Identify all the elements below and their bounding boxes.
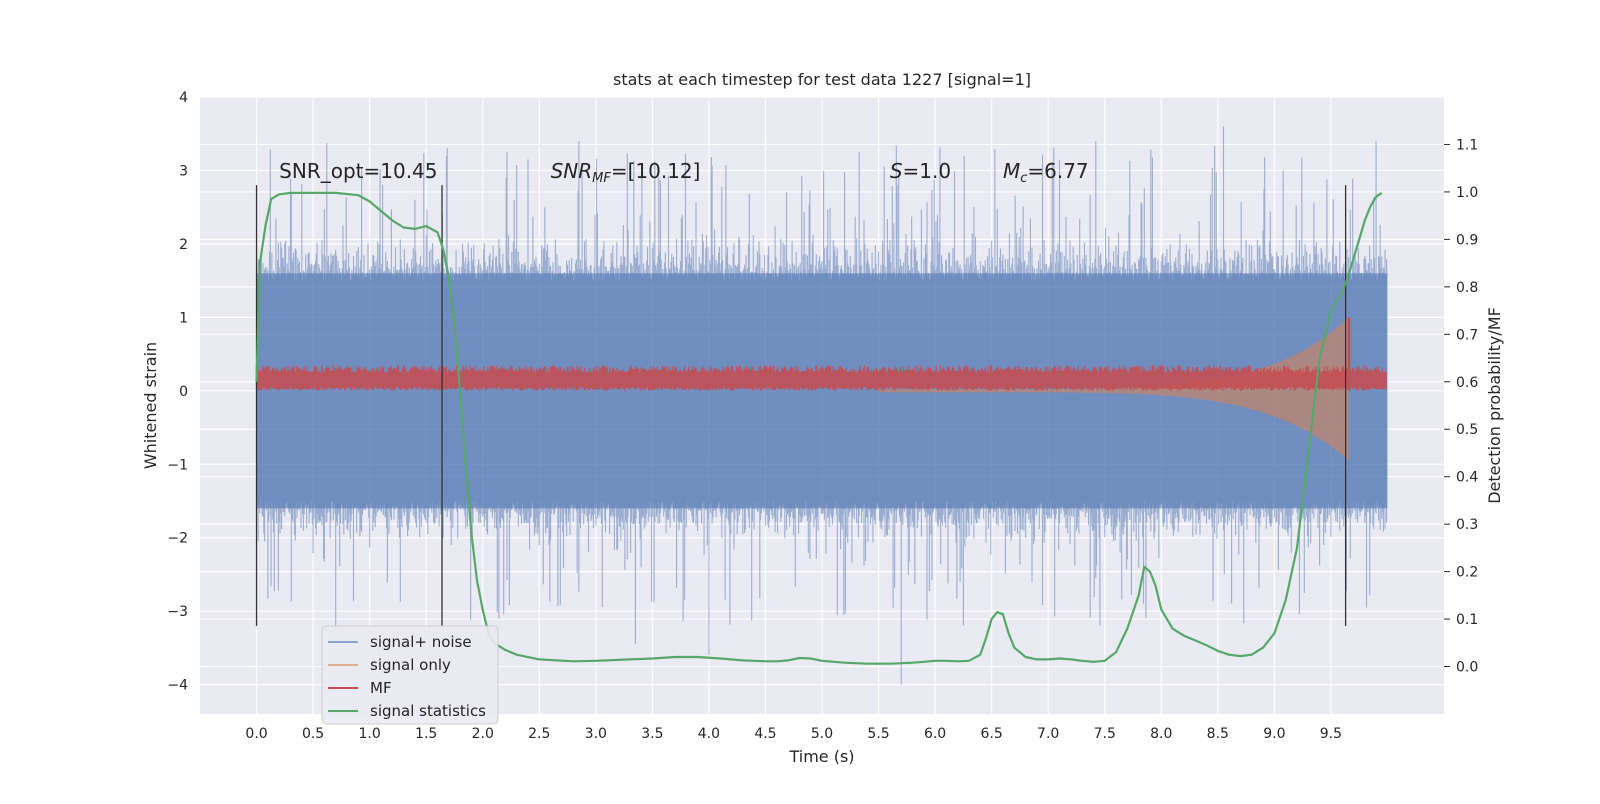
y-tick-label: −1 [167, 457, 188, 473]
annotation-main: S [890, 159, 903, 183]
annotation-main: SNR [551, 159, 593, 183]
legend-label: signal only [370, 656, 451, 674]
x-axis-label: Time (s) [788, 747, 854, 766]
y-tick-label: −3 [167, 604, 188, 620]
signal-statistics-series [255, 191, 1383, 665]
y2-axis-label: Detection probability/MF [1485, 307, 1504, 504]
y2-tick-label: 0.5 [1456, 422, 1478, 438]
annotation-rest: =6.77 [1027, 159, 1088, 183]
x-tick-label: 2.5 [528, 726, 550, 742]
x-tick-label: 3.5 [641, 726, 663, 742]
annotation: SNRMF=[10.12] [551, 159, 701, 186]
x-tick-label: 0.0 [245, 726, 267, 742]
y-tick-label: 3 [179, 163, 188, 179]
x-tick-label: 3.0 [585, 726, 607, 742]
annotation-rest: =1.0 [903, 159, 952, 183]
y-tick-label: −4 [167, 678, 188, 694]
mf-series [255, 365, 1387, 391]
x-tick-label: 8.5 [1207, 726, 1229, 742]
y2-tick-label: 0.3 [1456, 517, 1478, 533]
x-tick-label: 2.0 [472, 726, 494, 742]
data-layer [255, 126, 1388, 685]
y2-tick-label: 1.1 [1456, 137, 1478, 153]
y2-tick-label: 0.8 [1456, 280, 1478, 296]
y2-tick-label: 0.6 [1456, 375, 1478, 391]
y2-tick-label: 0.1 [1456, 612, 1478, 628]
x-tick-label: 4.0 [698, 726, 720, 742]
x-tick-label: 7.0 [1037, 726, 1059, 742]
annotation: S=1.0 [890, 159, 951, 183]
y2-tick-label: 0.4 [1456, 470, 1478, 486]
y-tick-label: 2 [179, 237, 188, 253]
x-tick-label: 9.0 [1263, 726, 1285, 742]
x-tick-label: 6.0 [924, 726, 946, 742]
annotation-subscript: MF [592, 171, 611, 186]
legend-label: signal statistics [370, 702, 486, 720]
y-tick-label: 0 [179, 384, 188, 400]
legend-label: MF [370, 679, 392, 697]
annotation: SNR_opt=10.45 [279, 159, 437, 183]
y2-tick-label: 0.2 [1456, 565, 1478, 581]
annotation-rest: =[10.12] [611, 159, 701, 183]
legend-label: signal+ noise [370, 633, 472, 651]
annotation-subscript: c [1020, 171, 1027, 186]
x-tick-label: 5.5 [867, 726, 889, 742]
y2-tick-label: 1.0 [1456, 185, 1478, 201]
y2-tick-label: 0.7 [1456, 327, 1478, 343]
x-tick-label: 9.5 [1320, 726, 1342, 742]
axes-layer: 0.0 0.5 1.0 1.5 2.0 2.5 3.0 3.5 4.0 4.5 5.0 5.5 6.0 6… [167, 90, 1478, 742]
legend: signal+ noise signal only MF signal statist… [321, 625, 499, 725]
y-tick-label: 4 [179, 90, 188, 106]
y2-tick-label: 0.0 [1456, 660, 1478, 676]
x-tick-label: 7.5 [1094, 726, 1116, 742]
x-tick-label: 8.0 [1150, 726, 1172, 742]
y-tick-label: −2 [167, 531, 188, 547]
legend-box [321, 625, 499, 725]
x-tick-label: 0.5 [302, 726, 324, 742]
x-tick-label: 5.0 [811, 726, 833, 742]
x-tick-label: 1.5 [415, 726, 437, 742]
annotations: SNR_opt=10.45 SNRMF=[10.12] S=1.0 Mc=6.77 [279, 159, 1089, 186]
x-tick-label: 1.0 [359, 726, 381, 742]
annotation: Mc=6.77 [1003, 159, 1089, 186]
x-tick-label: 4.5 [754, 726, 776, 742]
y2-tick-label: 0.9 [1456, 232, 1478, 248]
annotation-main: M [1003, 159, 1020, 183]
chart-title: stats at each timestep for test data 122… [613, 70, 1031, 89]
y-tick-label: 1 [179, 310, 188, 326]
x-tick-label: 6.5 [981, 726, 1003, 742]
y-axis-label: Whitened strain [141, 342, 160, 469]
